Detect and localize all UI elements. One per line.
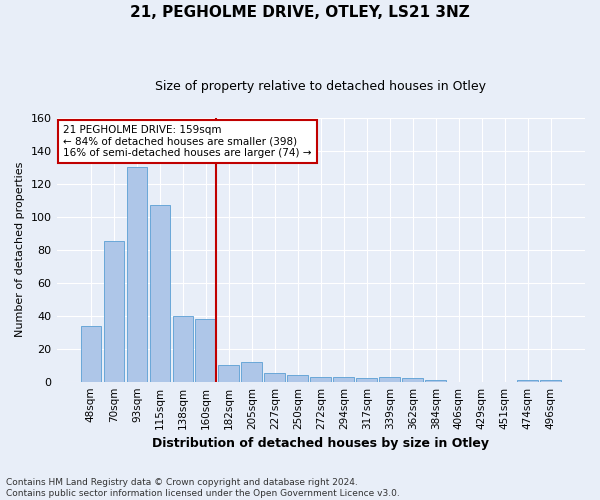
Text: 21, PEGHOLME DRIVE, OTLEY, LS21 3NZ: 21, PEGHOLME DRIVE, OTLEY, LS21 3NZ <box>130 5 470 20</box>
Bar <box>265 374 285 382</box>
Y-axis label: Number of detached properties: Number of detached properties <box>15 162 25 338</box>
Bar <box>310 376 331 382</box>
Bar <box>241 362 262 382</box>
Bar <box>173 316 193 382</box>
Title: Size of property relative to detached houses in Otley: Size of property relative to detached ho… <box>155 80 486 93</box>
Bar <box>540 380 561 382</box>
Bar <box>104 242 124 382</box>
Bar <box>149 205 170 382</box>
Bar <box>218 365 239 382</box>
Bar <box>379 376 400 382</box>
Bar <box>287 375 308 382</box>
Bar <box>517 380 538 382</box>
Text: 21 PEGHOLME DRIVE: 159sqm
← 84% of detached houses are smaller (398)
16% of semi: 21 PEGHOLME DRIVE: 159sqm ← 84% of detac… <box>64 124 312 158</box>
Bar <box>80 326 101 382</box>
Bar <box>127 168 147 382</box>
Bar <box>425 380 446 382</box>
Bar <box>403 378 423 382</box>
Bar <box>356 378 377 382</box>
X-axis label: Distribution of detached houses by size in Otley: Distribution of detached houses by size … <box>152 437 489 450</box>
Bar <box>196 319 216 382</box>
Bar <box>334 376 354 382</box>
Text: Contains HM Land Registry data © Crown copyright and database right 2024.
Contai: Contains HM Land Registry data © Crown c… <box>6 478 400 498</box>
